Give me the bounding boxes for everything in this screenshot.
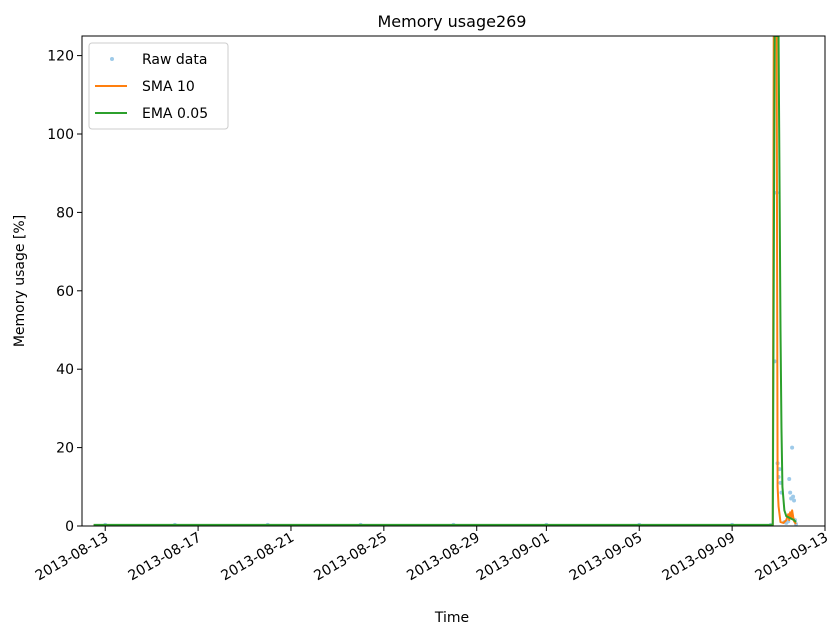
y-tick-label: 20 <box>56 441 74 457</box>
x-axis: 2013-08-13 2013-08-17 2013-08-21 2013-08-25… <box>33 526 831 584</box>
y-tick-label: 100 <box>47 127 74 143</box>
x-tick-label: 2013-08-13 <box>33 530 111 585</box>
series-ema-line <box>93 36 797 526</box>
x-tick-label: 2013-09-05 <box>567 530 645 585</box>
legend: Raw data SMA 10 EMA 0.05 <box>88 42 229 130</box>
plot-frame <box>81 35 826 527</box>
y-tick-label: 40 <box>56 362 74 378</box>
chart-title: Memory usage269 <box>378 12 527 31</box>
x-tick-label: 2013-09-09 <box>660 530 738 585</box>
x-tick-label: 2013-09-13 <box>753 530 831 585</box>
y-tick-label: 0 <box>65 519 74 535</box>
raw-data-point <box>792 498 797 503</box>
series-raw-data <box>103 190 798 526</box>
y-axis-label: Memory usage [%] <box>12 215 28 347</box>
series-sma-line <box>93 36 797 526</box>
x-tick-label: 2013-08-29 <box>404 530 482 585</box>
raw-data-point <box>790 445 795 450</box>
y-tick-label: 60 <box>56 284 74 300</box>
x-tick-label: 2013-09-01 <box>474 530 552 585</box>
legend-marker-raw-data <box>110 57 114 61</box>
x-tick-label: 2013-08-17 <box>126 530 204 585</box>
y-axis: 0 20 40 60 80 100 120 <box>47 49 82 535</box>
raw-data-point <box>791 494 796 499</box>
x-tick-label: 2013-08-25 <box>311 530 389 585</box>
x-axis-label: Time <box>434 610 469 626</box>
y-tick-label: 80 <box>56 205 74 221</box>
raw-data-point <box>788 490 793 495</box>
legend-label: EMA 0.05 <box>142 106 208 122</box>
legend-box <box>88 42 229 130</box>
legend-label: Raw data <box>142 52 207 68</box>
series-layer <box>93 36 798 526</box>
y-tick-label: 120 <box>47 49 74 65</box>
x-tick-label: 2013-08-21 <box>218 530 296 585</box>
legend-label: SMA 10 <box>142 79 195 95</box>
raw-data-point <box>787 476 792 481</box>
